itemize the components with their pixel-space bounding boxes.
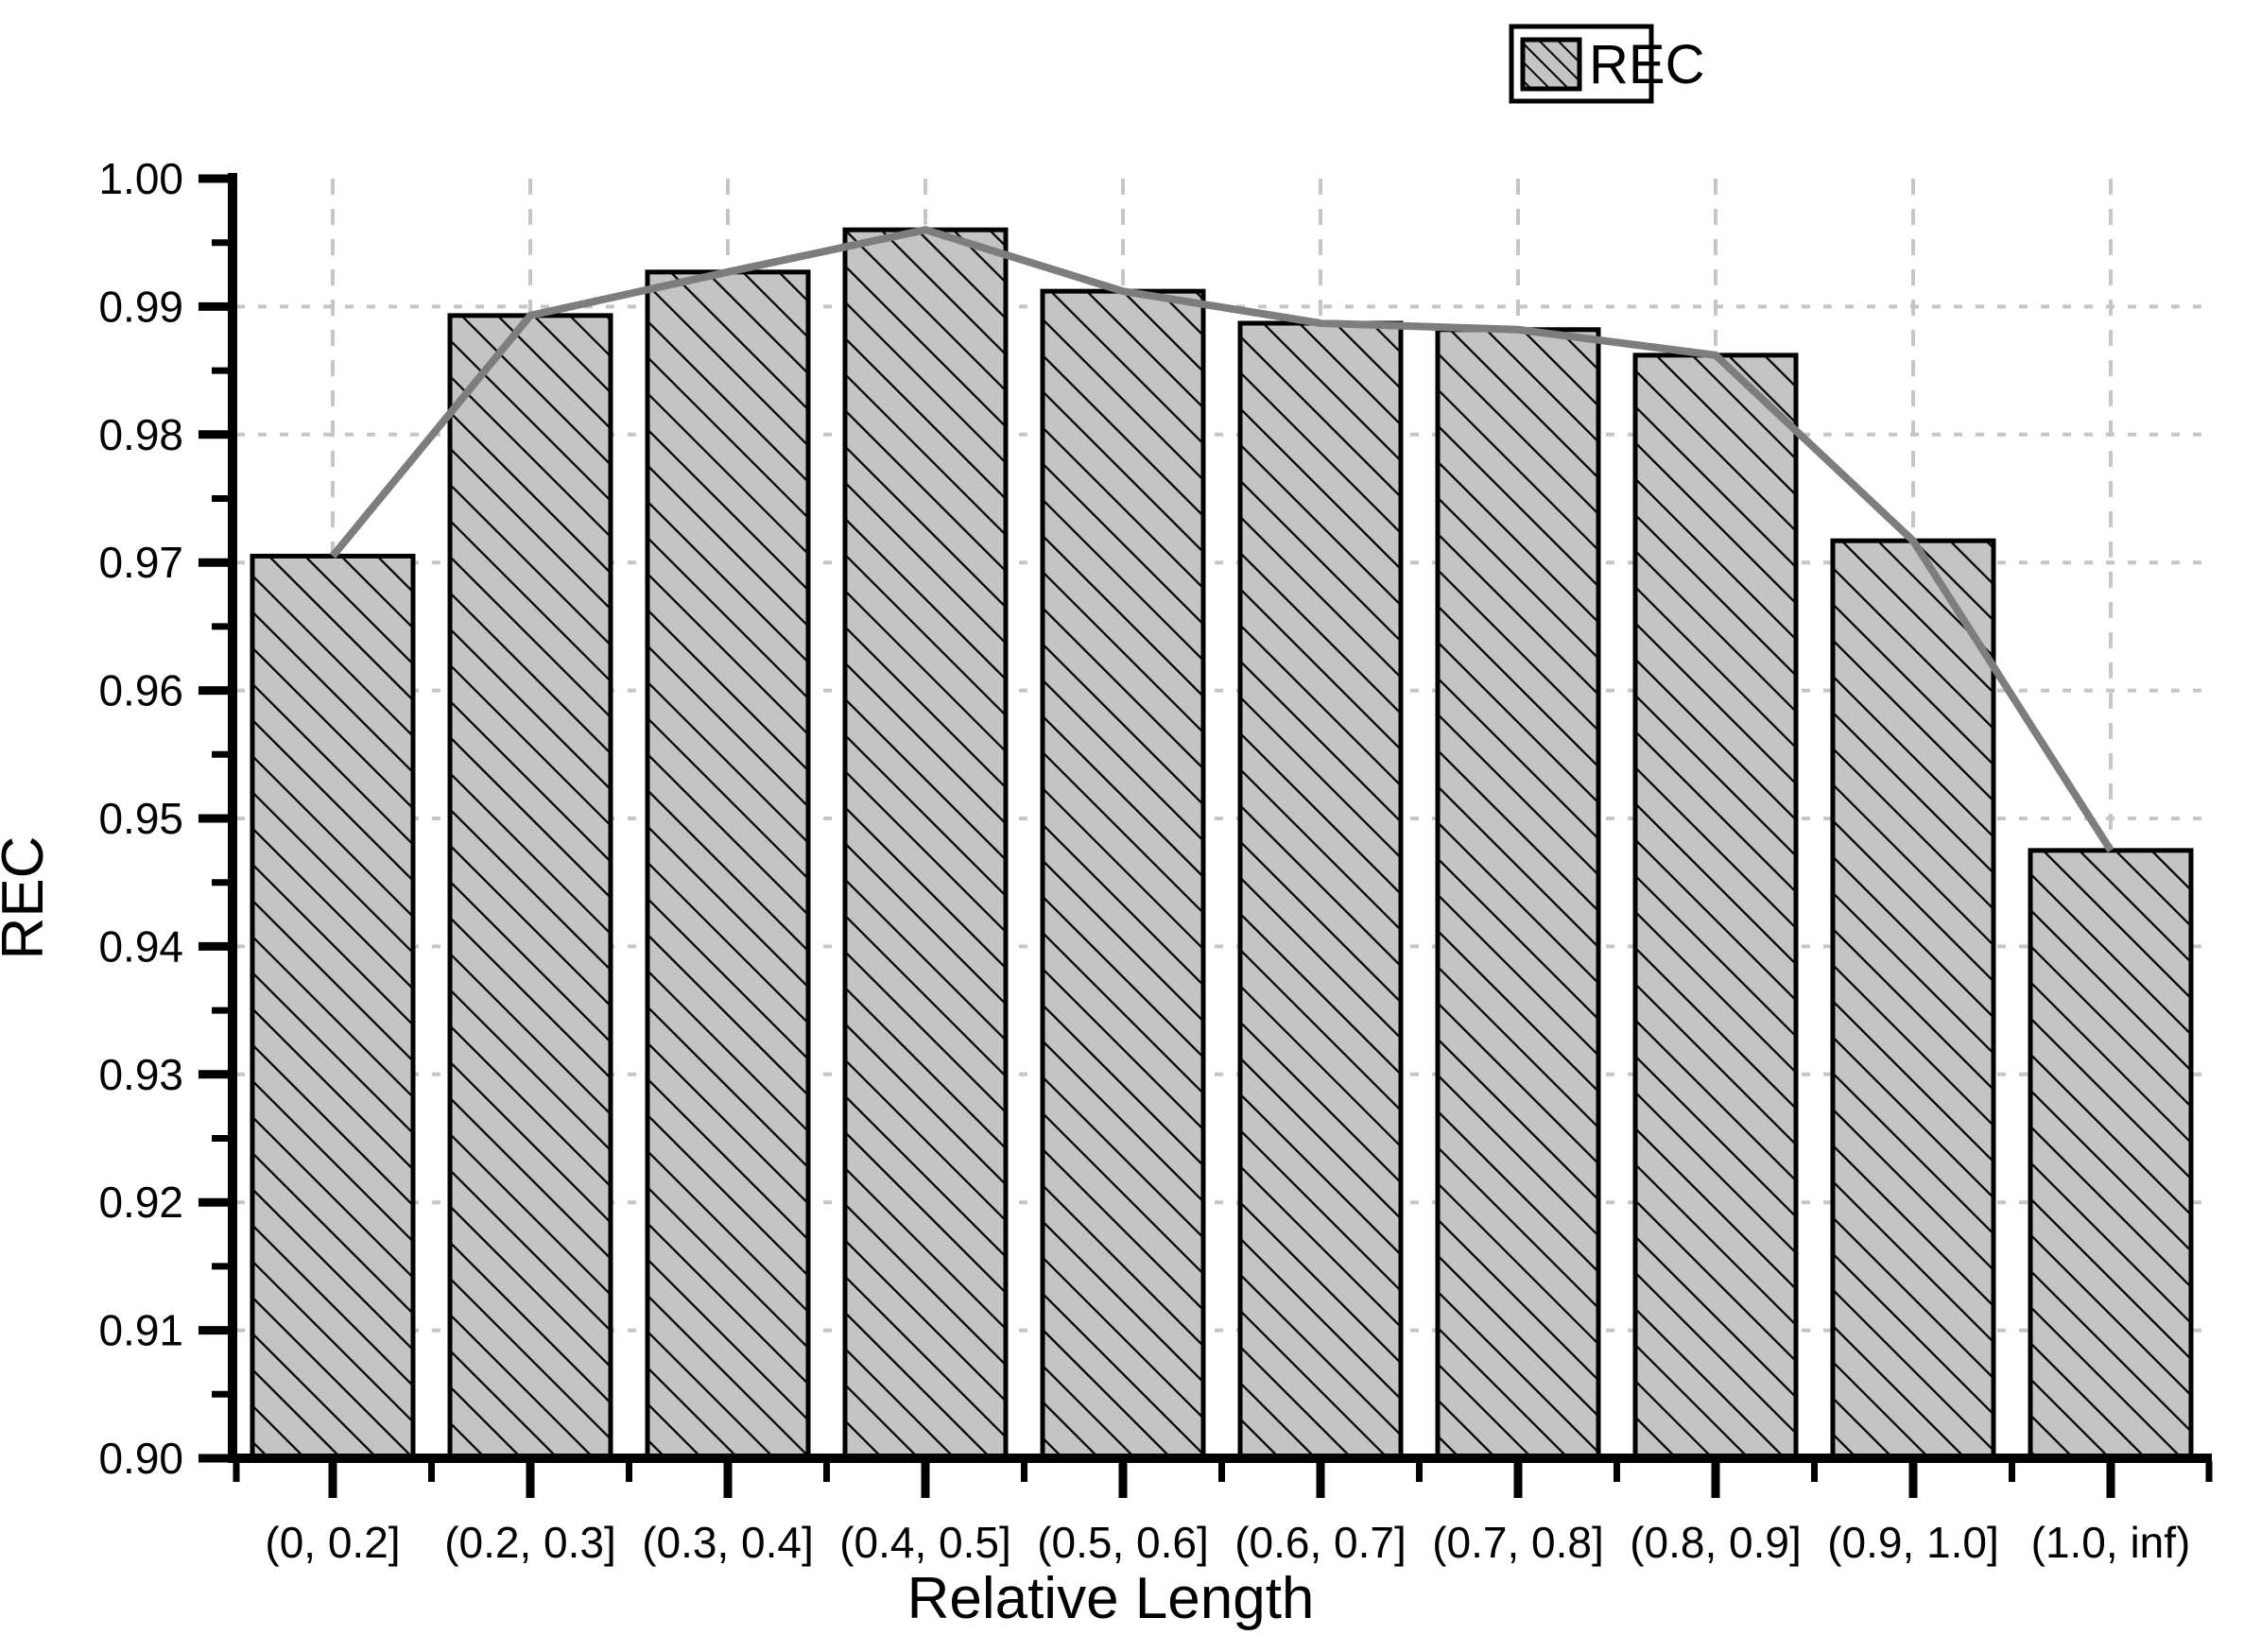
x-tick-label: (1.0, inf) — [2031, 1518, 2191, 1567]
y-tick-label: 0.94 — [98, 921, 183, 971]
bar-(0.8, 0.9] — [1632, 353, 1799, 1461]
x-axis-title: Relative Length — [907, 1566, 1315, 1631]
y-axis-title: REC — [0, 836, 56, 960]
bar-(0.5, 0.6] — [1040, 288, 1206, 1461]
y-tick-label: 1.00 — [98, 154, 183, 203]
y-tick-label: 0.92 — [98, 1178, 183, 1227]
x-tick-label: (0.9, 1.0] — [1827, 1518, 1999, 1567]
y-tick-label: 0.97 — [98, 538, 183, 587]
tick-labels: 0.90 0.91 0.92 0.93 0.94 0.95 0.96 0.97 0.98 0.99… — [98, 154, 2190, 1567]
x-tick-label: (0, 0.2] — [265, 1518, 400, 1567]
trend-line — [329, 226, 2114, 853]
y-tick-label: 0.93 — [98, 1050, 183, 1099]
y-tick-label: 0.96 — [98, 666, 183, 715]
legend-swatch-hatched — [1520, 37, 1582, 92]
x-tick-label: (0.4, 0.5] — [839, 1518, 1011, 1567]
x-tick-label: (0.6, 0.7] — [1234, 1518, 1407, 1567]
bar-(0.4, 0.5] — [842, 227, 1009, 1461]
legend: REC — [1509, 24, 1704, 104]
x-tick-label: (0.8, 0.9] — [1630, 1518, 1802, 1567]
bar-(0.7, 0.8] — [1435, 327, 1601, 1461]
y-tick-label: 0.99 — [98, 282, 183, 331]
bar-(0.2, 0.3] — [447, 313, 613, 1461]
y-tick-label: 0.91 — [98, 1306, 183, 1355]
bar-(0.3, 0.4] — [645, 269, 811, 1461]
bar-(0.6, 0.7] — [1237, 320, 1404, 1461]
bar-(1.0, inf) — [2028, 848, 2194, 1461]
legend-label: REC — [1589, 34, 1704, 95]
y-tick-label: 0.90 — [98, 1434, 183, 1483]
x-tick-label: (0.2, 0.3] — [444, 1518, 616, 1567]
bar-(0.9, 1.0] — [1830, 538, 1996, 1461]
bar-series — [250, 227, 2194, 1461]
y-tick-label: 0.98 — [98, 410, 183, 459]
y-tick-label: 0.95 — [98, 794, 183, 843]
x-tick-label: (0.7, 0.8] — [1432, 1518, 1604, 1567]
x-tick-label: (0.5, 0.6] — [1037, 1518, 1209, 1567]
axes-spines-and-ticks — [198, 173, 2213, 1498]
x-tick-label: (0.3, 0.4] — [642, 1518, 814, 1567]
bar-(0, 0.2] — [250, 553, 416, 1461]
